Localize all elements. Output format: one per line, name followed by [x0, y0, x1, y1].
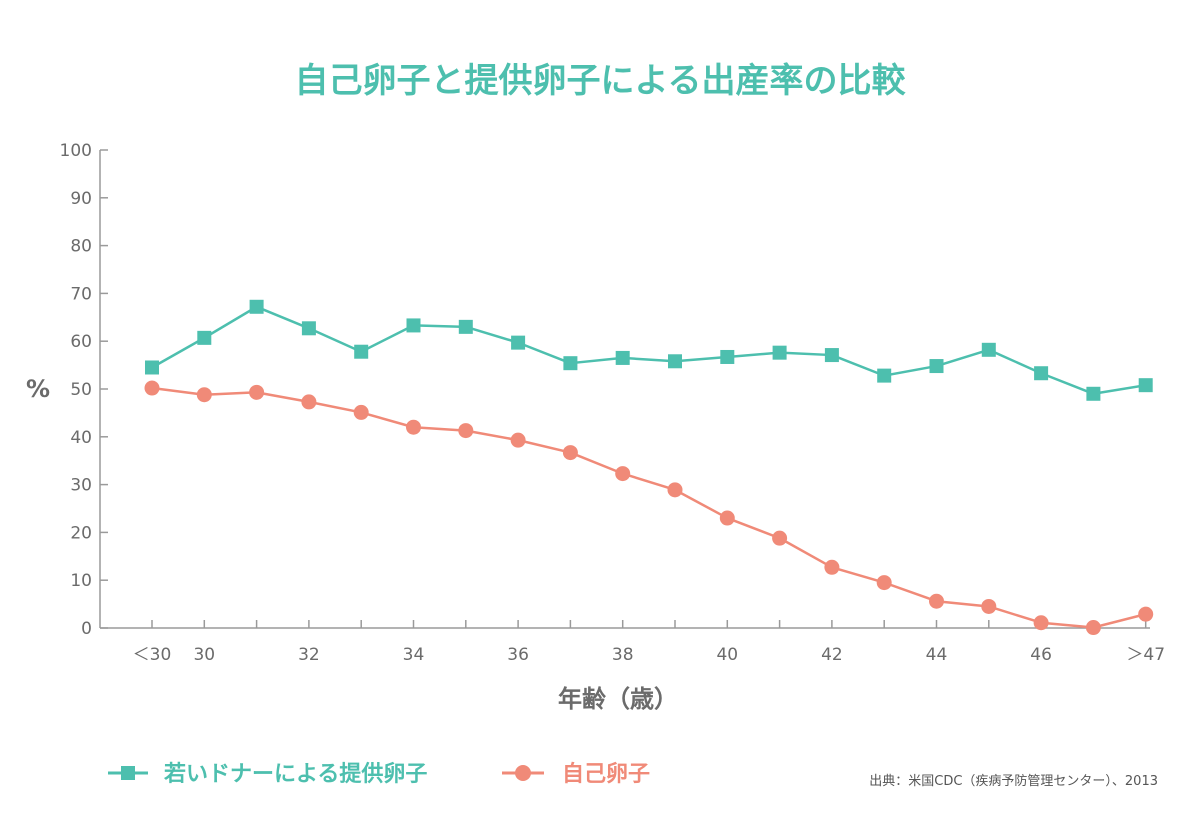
data-point-square: [929, 359, 944, 374]
data-point-square: [249, 299, 264, 314]
data-point-circle: [824, 559, 840, 575]
y-tick-label: 40: [70, 428, 92, 448]
y-tick-label: 70: [70, 284, 92, 304]
legend-item-donor: 若いドナーによる提供卵子: [108, 761, 427, 787]
data-point-square: [668, 354, 682, 369]
data-point-circle: [1033, 615, 1049, 631]
data-point-circle: [667, 482, 683, 498]
data-point-circle: [406, 419, 421, 435]
data-point-square: [772, 345, 787, 360]
data-point-circle: [929, 593, 944, 609]
y-tick-label: 30: [70, 476, 92, 496]
y-tick-label: 100: [60, 141, 92, 161]
series-line: [151, 305, 1146, 396]
data-point-circle: [772, 530, 788, 546]
x-axis: ＜30 30 32 34 36 38 40 42 44 46 ＞47: [100, 620, 1165, 665]
data-point-square: [145, 360, 159, 375]
data-point-square: [720, 349, 735, 364]
data-point-circle: [615, 466, 631, 482]
data-point-square: [406, 318, 421, 333]
x-tick-label: 36: [507, 645, 529, 665]
x-tick-label: 30: [193, 645, 215, 665]
x-tick-label: 40: [716, 645, 738, 665]
x-tick-label: 32: [298, 645, 320, 665]
x-axis-label: 年齢（歳）: [558, 685, 678, 713]
chart-title: 自己卵子と提供卵子による出産率の比較: [295, 61, 907, 101]
data-point-circle: [562, 445, 578, 461]
data-point-circle: [249, 384, 265, 400]
data-point-circle: [458, 423, 474, 439]
data-point-square: [563, 356, 578, 371]
data-point-circle: [196, 387, 212, 403]
x-tick-label: ＜30: [133, 645, 172, 665]
legend-item-own: 自己卵子: [502, 761, 650, 787]
data-point-square: [458, 319, 473, 334]
legend: 若いドナーによる提供卵子 自己卵子: [108, 761, 650, 787]
y-tick-label: 90: [70, 189, 92, 209]
data-point-square: [301, 321, 316, 336]
legend-own-label: 自己卵子: [562, 761, 650, 787]
data-point-circle: [144, 380, 160, 396]
data-point-square: [197, 330, 212, 345]
data-point-square: [1138, 378, 1153, 393]
data-point-square: [877, 368, 892, 383]
data-point-square: [1034, 366, 1049, 381]
data-point-square: [824, 348, 839, 363]
legend-donor-marker: [121, 766, 135, 780]
x-tick-label: 46: [1030, 645, 1052, 665]
series-own-eggs: [144, 380, 1154, 636]
x-tick-label: 44: [926, 645, 948, 665]
data-point-square: [354, 344, 369, 359]
data-point-circle: [353, 404, 369, 420]
data-point-square: [1086, 386, 1101, 401]
x-tick-label: 42: [821, 645, 843, 665]
data-point-circle: [719, 510, 735, 526]
legend-donor-label: 若いドナーによる提供卵子: [164, 761, 427, 787]
x-tick-label: 38: [612, 645, 634, 665]
data-point-circle: [876, 575, 892, 591]
data-point-circle: [301, 394, 317, 410]
y-tick-label: 10: [70, 571, 92, 591]
y-tick-label: 60: [70, 332, 92, 352]
data-point-square: [981, 342, 996, 357]
y-axis-label: %: [26, 375, 50, 403]
data-point-circle: [981, 598, 997, 614]
legend-own-marker: [515, 765, 531, 781]
x-tick-label: ＞47: [1126, 645, 1165, 665]
x-tick-label: 34: [403, 645, 425, 665]
y-tick-label: 0: [81, 619, 92, 639]
source-note: 出典：米国CDC（疾病予防管理センター）、2013: [869, 773, 1158, 789]
plot-series: [144, 299, 1154, 636]
data-point-square: [615, 350, 630, 365]
y-tick-label: 80: [70, 237, 92, 257]
y-tick-label: 20: [70, 523, 92, 543]
data-point-circle: [1138, 606, 1154, 622]
data-point-circle: [1085, 620, 1101, 636]
series-line: [151, 386, 1147, 629]
series-donor-eggs: [145, 299, 1153, 401]
data-point-circle: [510, 432, 526, 448]
y-tick-label: 50: [70, 380, 92, 400]
data-point-square: [511, 335, 526, 350]
y-axis: 0 10 20 30 40 50 60 70 80 90 100: [60, 141, 108, 639]
